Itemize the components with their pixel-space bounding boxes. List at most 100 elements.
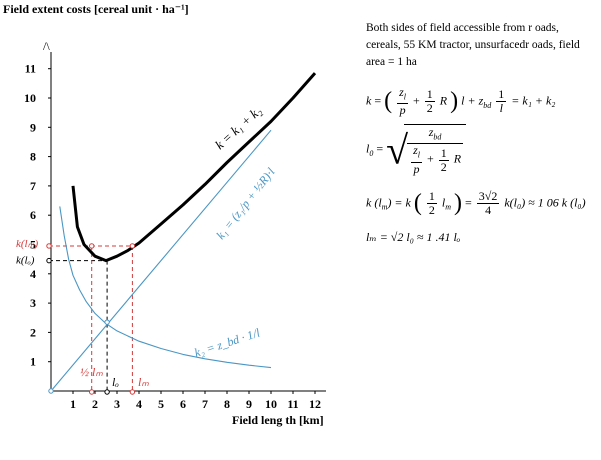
label-half-lm: ½ lₘ [80,365,103,379]
formula-l: l [461,93,465,108]
formula-l-den: l [499,101,503,116]
x-tick-label: 8 [224,397,230,411]
series-group [50,72,317,392]
series-line-1 [50,129,272,392]
y-tick-label: 6 [30,208,36,222]
x-tick-label: 12 [309,397,321,411]
formula3-tail: k(l₀) ≈ 1 06 k (l₀) [504,195,586,210]
label-k2-curve: k₂ = z_bd · 1/l [193,325,263,360]
y-axis-arrow: /\ [43,39,50,53]
formula2-sub-l: l [417,150,420,160]
formula2-sub-bd: bd [433,132,442,142]
formula-paren-close: ) [450,88,459,115]
formula-z: z [399,85,404,99]
formula2-sub-o: 0 [369,149,374,159]
series-line-0 [71,72,317,263]
formula3-num: 3√2 [476,189,500,204]
formula3-sub-m2: m [445,202,451,212]
formula-R: R [439,93,448,108]
y-tick-label: 9 [30,120,36,134]
formula-plus-z: + z [467,93,484,108]
formula3-frac-root: 3√2 4 [476,189,500,217]
formula2-two: 2 [440,159,447,174]
formula2-R: R [453,151,462,166]
x-tick-label: 4 [136,397,142,411]
y-tick-label: 5 [30,238,36,252]
marker-lo-axis [104,389,110,395]
marker-lm-curve [129,243,136,249]
y-tick-label: 7 [30,179,36,193]
formula2-one: 1 [438,145,449,161]
label-lo: lₒ [112,375,119,389]
marker-intersection [104,319,110,325]
marker-k-lo-axis [46,257,52,264]
marker-origin [48,388,54,394]
x-tick-label: 3 [114,397,120,411]
formula-two: 2 [426,101,433,116]
x-tick-label: 10 [265,397,277,411]
x-tick-label: 2 [92,397,98,411]
formula2-zbd: z [428,125,434,139]
x-tick-label: 11 [287,397,298,411]
label-k1-curve: k₁ = (z₁/p + ½R)·l [213,165,278,242]
formula-sub-l: l [403,92,407,102]
y-tick-label: 1 [30,355,36,369]
formula-paren-open: ( [384,88,393,115]
series-line-2 [59,206,272,369]
formula-lm: lₘ = √2 l₀ ≈ 1 .41 lₒ [366,230,461,244]
label-k-lm: k(lₘ) [16,238,38,250]
formula2-eq: = [376,141,384,156]
y-tick-label: 8 [30,150,36,164]
formula2-frac-z-p: zl p [411,144,422,175]
formula3-sub-m: m [381,202,388,212]
formula-p: p [399,103,406,118]
y-tick-label: 4 [30,267,36,281]
label-k-curve: k = k₁ + k₂ [212,103,265,153]
x-tick-label: 9 [246,397,252,411]
formula-frac-1-l: 1 l [496,87,507,116]
formula3-eq: = [464,195,472,210]
marker-k-lm-axis [46,243,52,249]
y-tick-label: 11 [25,62,36,76]
formula2-z: z [413,143,418,158]
annotation-group: k = k₁ + k₂ k₁ = (z₁/p + ½R)·l k₂ = z_bd ·… [16,103,278,389]
y-tick-label: 3 [30,296,36,310]
formula2-l: l [366,141,370,156]
formula3-l: l [441,195,446,210]
x-tick-label: 6 [180,397,186,411]
formula3-den: 4 [485,203,492,217]
x-tick-label: 5 [158,397,164,411]
formula-one-b: 1 [496,87,507,103]
formula-k: k [366,93,372,108]
formula-one: 1 [424,87,435,103]
formula3-left: k (l [366,195,382,210]
formula3-two: 2 [428,203,435,217]
formula3-paren-open: ( [413,190,422,216]
x-axis-label: Field leng th [km] [232,413,324,427]
axes: /\ [43,39,326,392]
y-tick-label: 10 [24,91,36,105]
marker-half-lm-axis [89,389,95,395]
formula2-sqrt-sign: √ [386,127,409,173]
y-tick-label: 2 [30,325,36,339]
marker-group [46,243,136,395]
formula-frac-half: 1 2 [424,87,435,116]
conditions-note: Both sides of field accessible from r oa… [366,22,580,68]
formula-total-cost: k = ( zl p + 1 2 R ) l + zbd 1 l = k₁ + … [366,85,556,118]
x-tick-label: 1 [70,397,76,411]
guide-lines [49,245,133,391]
y-axis-label: Field extent costs [cereal unit · ha⁻¹] [3,2,189,16]
formula-eq: = [374,93,382,108]
formula3-paren-close: ) [453,190,462,216]
label-k-lo: k(lₒ) [16,255,35,267]
formula3-one: 1 [426,189,437,204]
formula-tail: = k₁ + k₂ [511,93,556,108]
formula-frac-z-p: zl p [397,85,409,118]
x-tick-label: 7 [202,397,208,411]
